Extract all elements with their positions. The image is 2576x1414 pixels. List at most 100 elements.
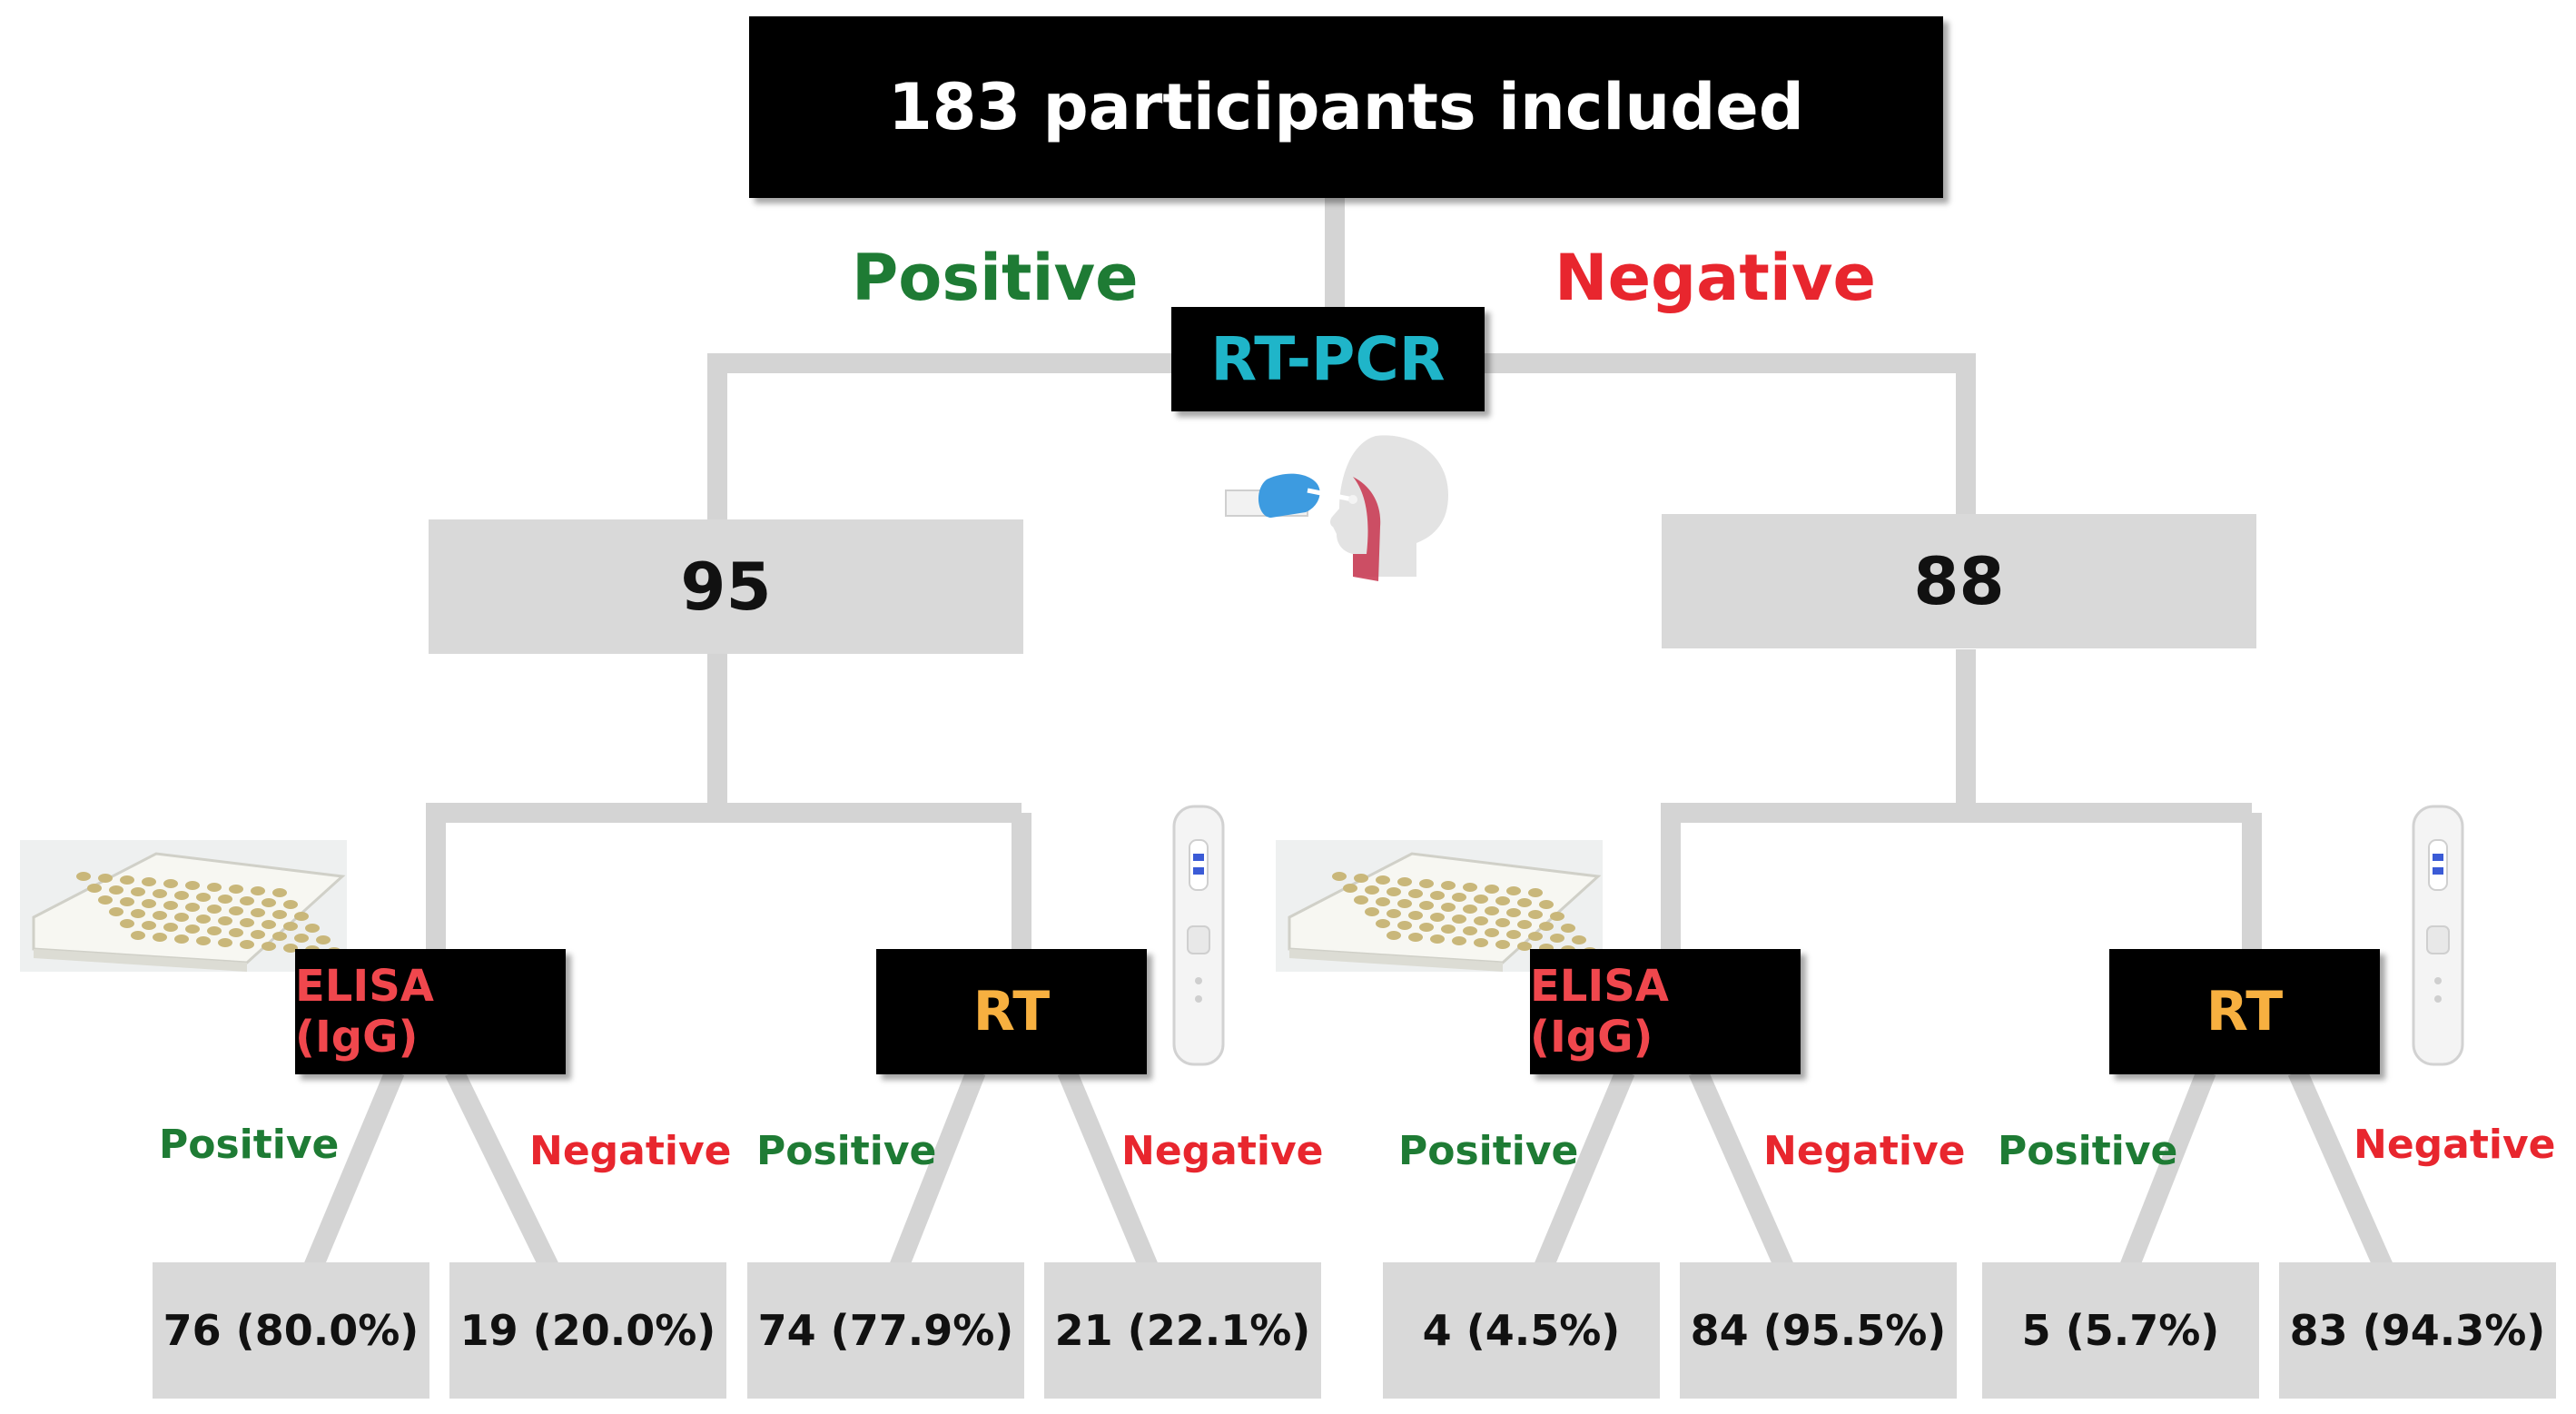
plate-well: [1485, 906, 1499, 915]
plate-well: [87, 884, 102, 893]
plate-well: [1387, 909, 1401, 918]
plate-well: [98, 895, 113, 905]
plate-well: [163, 901, 178, 910]
connector-elisa2-neg: [1688, 1067, 1794, 1271]
plate-well: [294, 934, 309, 943]
negative-group-elisa-positive-result: 4 (4.5%): [1383, 1262, 1660, 1399]
plate-well: [1430, 934, 1445, 944]
connector-rt2-pos: [2119, 1067, 2216, 1271]
plate-well: [196, 893, 211, 902]
negative-group-elisa-positive-label: Positive: [1398, 1128, 1579, 1174]
connector-88-split: [1661, 649, 1976, 954]
plate-well: [207, 926, 222, 935]
plate-well: [1463, 905, 1477, 914]
plate-well: [294, 912, 309, 921]
plate-well: [174, 934, 189, 944]
plate-well: [272, 888, 287, 897]
positive-group-elisa-box: ELISA (IgG): [295, 949, 566, 1074]
plate-well: [1376, 875, 1390, 885]
plate-well: [174, 913, 189, 922]
positive-group-count: 95: [680, 549, 772, 625]
nasal-swab-icon: [1225, 435, 1448, 581]
plate-well: [1376, 919, 1390, 928]
plate-well: [1495, 896, 1510, 905]
result-value: 76 (80.0%): [163, 1306, 419, 1355]
plate-well: [163, 923, 178, 932]
plate-well: [1419, 901, 1434, 910]
plate-well: [272, 932, 287, 941]
rtpcr-box: RT-PCR: [1171, 307, 1485, 411]
negative-group-rt-negative-label: Negative: [2354, 1122, 2556, 1168]
plate-well: [1495, 918, 1510, 927]
result-value: 21 (22.1%): [1054, 1306, 1311, 1355]
positive-group-rt-negative-result: 21 (22.1%): [1044, 1262, 1321, 1399]
negative-group-elisa-negative-label: Negative: [1763, 1128, 1966, 1174]
plate-well: [240, 918, 254, 927]
plate-well: [316, 935, 331, 944]
positive-group-rt-negative-label: Negative: [1121, 1128, 1324, 1174]
positive-group-elisa-negative-label: Negative: [529, 1128, 732, 1174]
plate-well: [1419, 879, 1434, 888]
plate-well: [153, 889, 167, 898]
plate-well: [1397, 899, 1412, 908]
plate-well: [142, 899, 156, 908]
plate-well: [1441, 925, 1456, 934]
plate-well: [218, 916, 232, 925]
negative-group-count: 88: [1913, 543, 2005, 619]
positive-group-count-box: 95: [429, 519, 1023, 654]
plate-well: [153, 911, 167, 920]
negative-group-count-box: 88: [1662, 514, 2256, 648]
plate-well: [185, 881, 200, 890]
plate-well: [1506, 886, 1521, 895]
plate-well: [1572, 935, 1586, 944]
plate-well: [142, 921, 156, 930]
connector-elisa2-pos: [1534, 1067, 1635, 1271]
positive-group-elisa-label: ELISA (IgG): [295, 961, 434, 1063]
plate-well: [1387, 931, 1401, 940]
negative-group-rt-positive-result: 5 (5.7%): [1982, 1262, 2259, 1399]
plate-well: [1528, 932, 1543, 941]
plate-well: [131, 909, 145, 918]
plate-well: [1376, 897, 1390, 906]
plate-well: [1474, 895, 1488, 904]
plate-well: [1430, 913, 1445, 922]
plate-well: [1506, 908, 1521, 917]
plate-well: [1441, 881, 1456, 890]
plate-well: [1408, 889, 1423, 898]
plate-well: [174, 891, 189, 900]
connector-95-split: [426, 649, 727, 954]
result-value: 4 (4.5%): [1422, 1306, 1621, 1355]
plate-well: [1550, 934, 1564, 943]
negative-group-rt-box: RT: [2109, 949, 2380, 1074]
plate-well: [185, 903, 200, 912]
plate-well: [1408, 911, 1423, 920]
negative-group-rt-negative-result: 83 (94.3%): [2279, 1262, 2556, 1399]
plate-well: [283, 944, 298, 953]
rapid-test-cassette-icon-2: [2412, 805, 2464, 1066]
result-value: 84 (95.5%): [1690, 1306, 1947, 1355]
positive-group-rt-positive-label: Positive: [756, 1128, 937, 1174]
positive-group-elisa-positive-label: Positive: [159, 1122, 340, 1168]
plate-well: [131, 931, 145, 940]
plate-well: [229, 906, 243, 915]
plate-well: [1452, 936, 1466, 945]
result-value: 19 (20.0%): [459, 1306, 716, 1355]
plate-well: [1452, 893, 1466, 902]
negative-group-rt-label: RT: [2206, 980, 2284, 1043]
plate-well: [1517, 898, 1532, 907]
plate-well: [283, 900, 298, 909]
plate-well: [109, 885, 123, 895]
plate-well: [153, 933, 167, 942]
plate-well: [229, 885, 243, 894]
plate-well: [251, 908, 265, 917]
rtpcr-negative-label: Negative: [1554, 241, 1876, 315]
plate-well: [240, 896, 254, 905]
plate-well: [1397, 921, 1412, 930]
connector-rt1-neg: [1057, 1067, 1159, 1271]
result-value: 5 (5.7%): [2021, 1306, 2220, 1355]
plate-well: [120, 919, 134, 928]
plate-well: [272, 910, 287, 919]
plate-well: [1517, 942, 1532, 951]
positive-group-rt-label: RT: [972, 980, 1051, 1043]
plate-well: [109, 907, 123, 916]
